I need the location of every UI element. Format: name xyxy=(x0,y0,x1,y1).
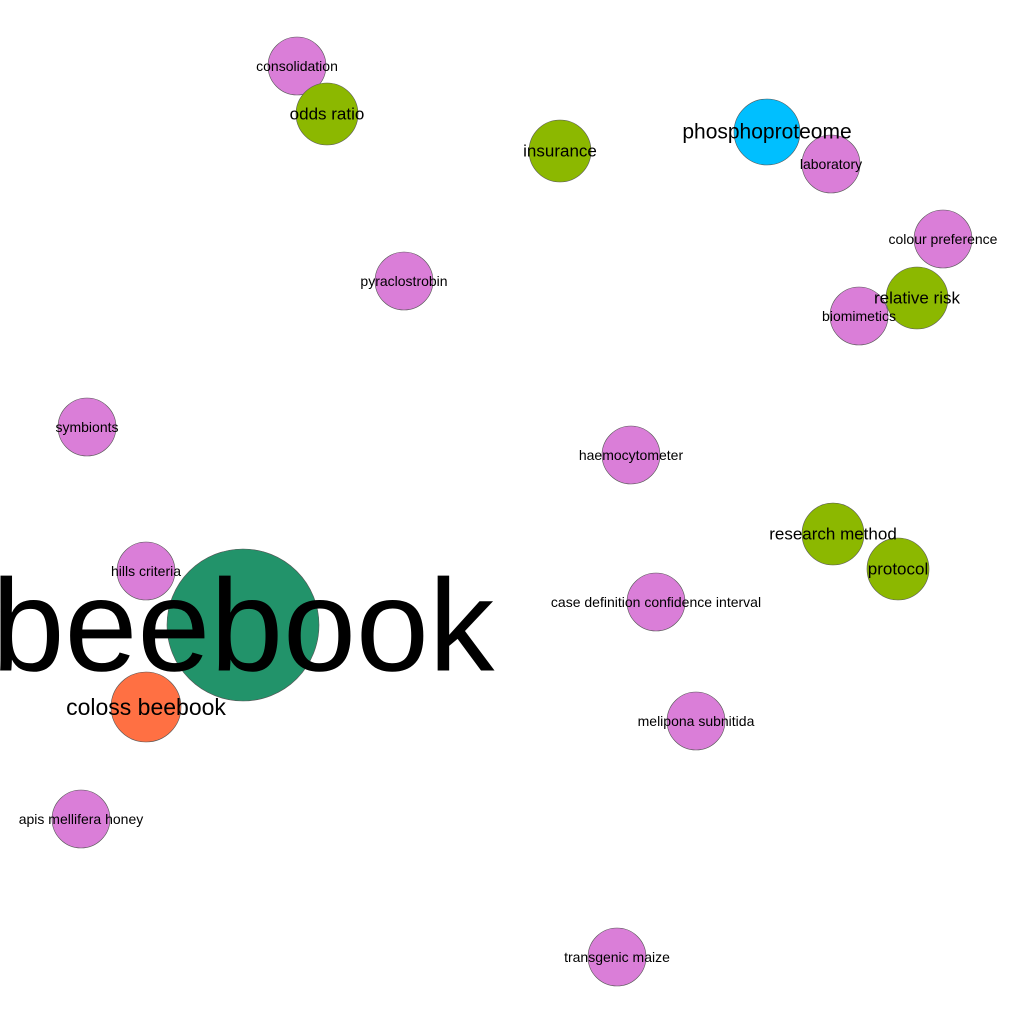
node-case-definition[interactable] xyxy=(626,572,686,632)
node-label-melipona-subnitida: melipona subnitida xyxy=(638,713,755,729)
node-haemocytometer[interactable] xyxy=(601,425,661,485)
node-pyraclostrobin[interactable] xyxy=(374,251,434,311)
node-circles xyxy=(51,36,973,987)
node-consolidation[interactable] xyxy=(267,36,327,96)
node-label-colour-preference: colour preference xyxy=(889,231,998,247)
node-label-beebook: beebook xyxy=(0,552,495,699)
node-labels: consolidation odds ratio insurance phosphop… xyxy=(0,58,998,965)
node-coloss-beebook[interactable] xyxy=(110,671,182,743)
node-transgenic-maize[interactable] xyxy=(587,927,647,987)
node-label-odds-ratio: odds ratio xyxy=(290,105,365,124)
node-label-phosphoproteome: phosphoproteome xyxy=(682,121,851,144)
node-phosphoproteome[interactable] xyxy=(733,98,801,166)
node-apis-mellifera-honey[interactable] xyxy=(51,789,111,849)
node-colour-preference[interactable] xyxy=(913,209,973,269)
node-label-symbionts: symbionts xyxy=(55,419,118,435)
node-label-research-method: research method xyxy=(769,525,897,544)
node-insurance[interactable] xyxy=(528,119,592,183)
node-laboratory[interactable] xyxy=(801,134,861,194)
node-relative-risk[interactable] xyxy=(885,266,949,330)
node-label-laboratory: laboratory xyxy=(800,156,862,172)
node-label-insurance: insurance xyxy=(523,142,597,161)
node-label-hills-criteria: hills criteria xyxy=(111,563,181,579)
node-symbionts[interactable] xyxy=(57,397,117,457)
node-melipona-subnitida[interactable] xyxy=(666,691,726,751)
node-hills-criteria[interactable] xyxy=(116,541,176,601)
node-label-biomimetics: biomimetics xyxy=(822,308,896,324)
node-biomimetics[interactable] xyxy=(829,286,889,346)
node-label-transgenic-maize: transgenic maize xyxy=(564,949,670,965)
node-research-method[interactable] xyxy=(801,502,865,566)
node-label-pyraclostrobin: pyraclostrobin xyxy=(360,273,447,289)
node-odds-ratio[interactable] xyxy=(295,82,359,146)
node-protocol[interactable] xyxy=(866,537,930,601)
node-beebook[interactable] xyxy=(166,548,320,702)
node-label-relative-risk: relative risk xyxy=(874,289,960,308)
node-label-protocol: protocol xyxy=(868,560,928,579)
node-label-haemocytometer: haemocytometer xyxy=(579,447,684,463)
node-label-consolidation: consolidation xyxy=(256,58,338,74)
node-label-coloss-beebook: coloss beebook xyxy=(66,694,226,720)
node-label-case-definition: case definition confidence interval xyxy=(551,594,761,610)
node-label-apis-mellifera-honey: apis mellifera honey xyxy=(19,811,144,827)
